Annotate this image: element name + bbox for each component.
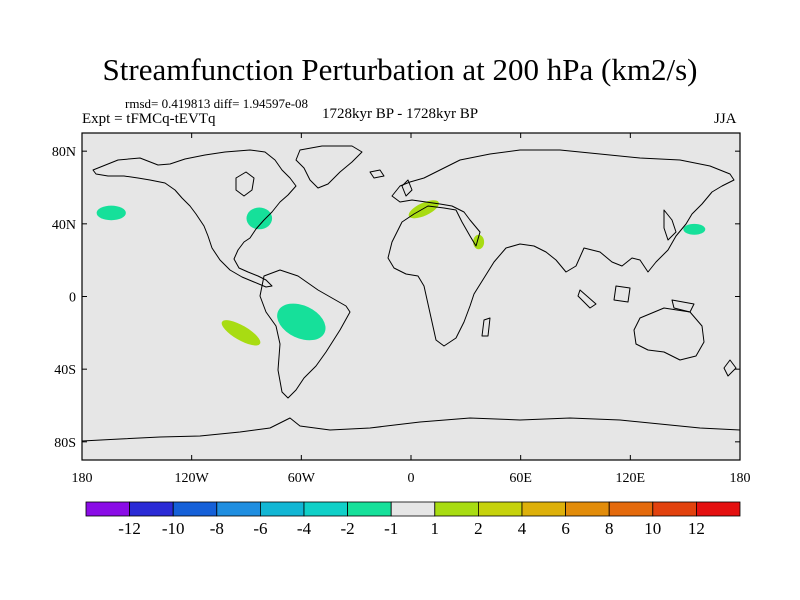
colorbar-swatch	[259, 501, 305, 517]
coast-greenland	[295, 145, 363, 189]
x-tick-label: 120W	[175, 471, 210, 486]
anomaly-great-lakes-negative	[246, 207, 273, 230]
y-tick-label: 80N	[52, 145, 76, 160]
colorbar-swatch	[696, 501, 741, 517]
coastlines	[82, 145, 740, 442]
colorbar-swatch	[216, 501, 261, 517]
colorbar-label: 4	[518, 519, 527, 538]
x-tick-label: 0	[408, 471, 415, 486]
colorbar-swatch	[608, 501, 654, 517]
colorbar-label: -8	[210, 519, 224, 538]
anomaly-north-pacific-negative	[96, 205, 126, 221]
colorbar-label: 10	[644, 519, 661, 538]
anomaly-europe-positive	[408, 200, 439, 219]
coast-south-america	[259, 269, 351, 399]
colorbar: -12 -10 -8 -6 -4 -2 -1 1 2 4 6 8 10 12	[85, 501, 741, 538]
colorbar-swatch	[172, 501, 218, 517]
experiment-label: Expt = tFMCq-tEVTq	[82, 111, 216, 127]
axis-ticks: 180 120W 60W 0 60E 120E 180 80N 40N 0 40S 80S	[52, 133, 751, 486]
anomaly-south-pacific-positive	[221, 320, 261, 346]
colorbar-label: -10	[162, 519, 185, 538]
colorbar-label: -6	[253, 519, 267, 538]
season-label: JJA	[714, 111, 737, 127]
colorbar-swatch	[434, 501, 479, 517]
colorbar-swatch	[129, 501, 174, 517]
colorbar-swatch	[652, 501, 697, 517]
colorbar-label: -12	[118, 519, 141, 538]
colorbar-swatch	[303, 501, 348, 517]
y-tick-label: 80S	[54, 436, 76, 451]
coast-antarctica	[82, 417, 740, 442]
colorbar-label: -2	[341, 519, 355, 538]
y-tick-label: 40S	[54, 363, 76, 378]
colorbar-swatch	[565, 501, 610, 517]
colorbar-swatch	[85, 501, 130, 517]
colorbar-label: 6	[561, 519, 570, 538]
x-tick-label: 180	[72, 471, 93, 486]
y-tick-label: 0	[69, 291, 76, 306]
colorbar-swatch	[477, 501, 523, 517]
anomaly-japan-east-negative	[683, 223, 706, 235]
anomaly-south-america-negative	[277, 303, 326, 341]
coast-japan	[663, 209, 677, 241]
colorbar-swatch	[347, 501, 392, 517]
colorbar-swatch	[390, 501, 436, 517]
chart-title: Streamfunction Perturbation at 200 hPa (…	[102, 52, 698, 87]
colorbar-label: -1	[384, 519, 398, 538]
x-tick-label: 60W	[288, 471, 316, 486]
y-tick-label: 40N	[52, 218, 76, 233]
coast-north-america	[92, 149, 297, 288]
stats-label: rmsd= 0.419813 diff= 1.94597e-08	[125, 96, 309, 111]
x-tick-label: 180	[730, 471, 751, 486]
anomaly-layer	[96, 200, 706, 346]
colorbar-label: 12	[688, 519, 705, 538]
colorbar-label: 1	[431, 519, 440, 538]
coast-britain	[401, 179, 413, 197]
coast-eurasia-africa	[387, 149, 735, 347]
colorbar-label: -4	[297, 519, 312, 538]
period-label: 1728kyr BP - 1728kyr BP	[322, 106, 479, 122]
x-tick-label: 120E	[616, 471, 646, 486]
colorbar-label: 2	[474, 519, 483, 538]
colorbar-label: 8	[605, 519, 614, 538]
coast-australia	[633, 307, 705, 361]
colorbar-swatch	[521, 501, 566, 517]
x-tick-label: 60E	[509, 471, 532, 486]
